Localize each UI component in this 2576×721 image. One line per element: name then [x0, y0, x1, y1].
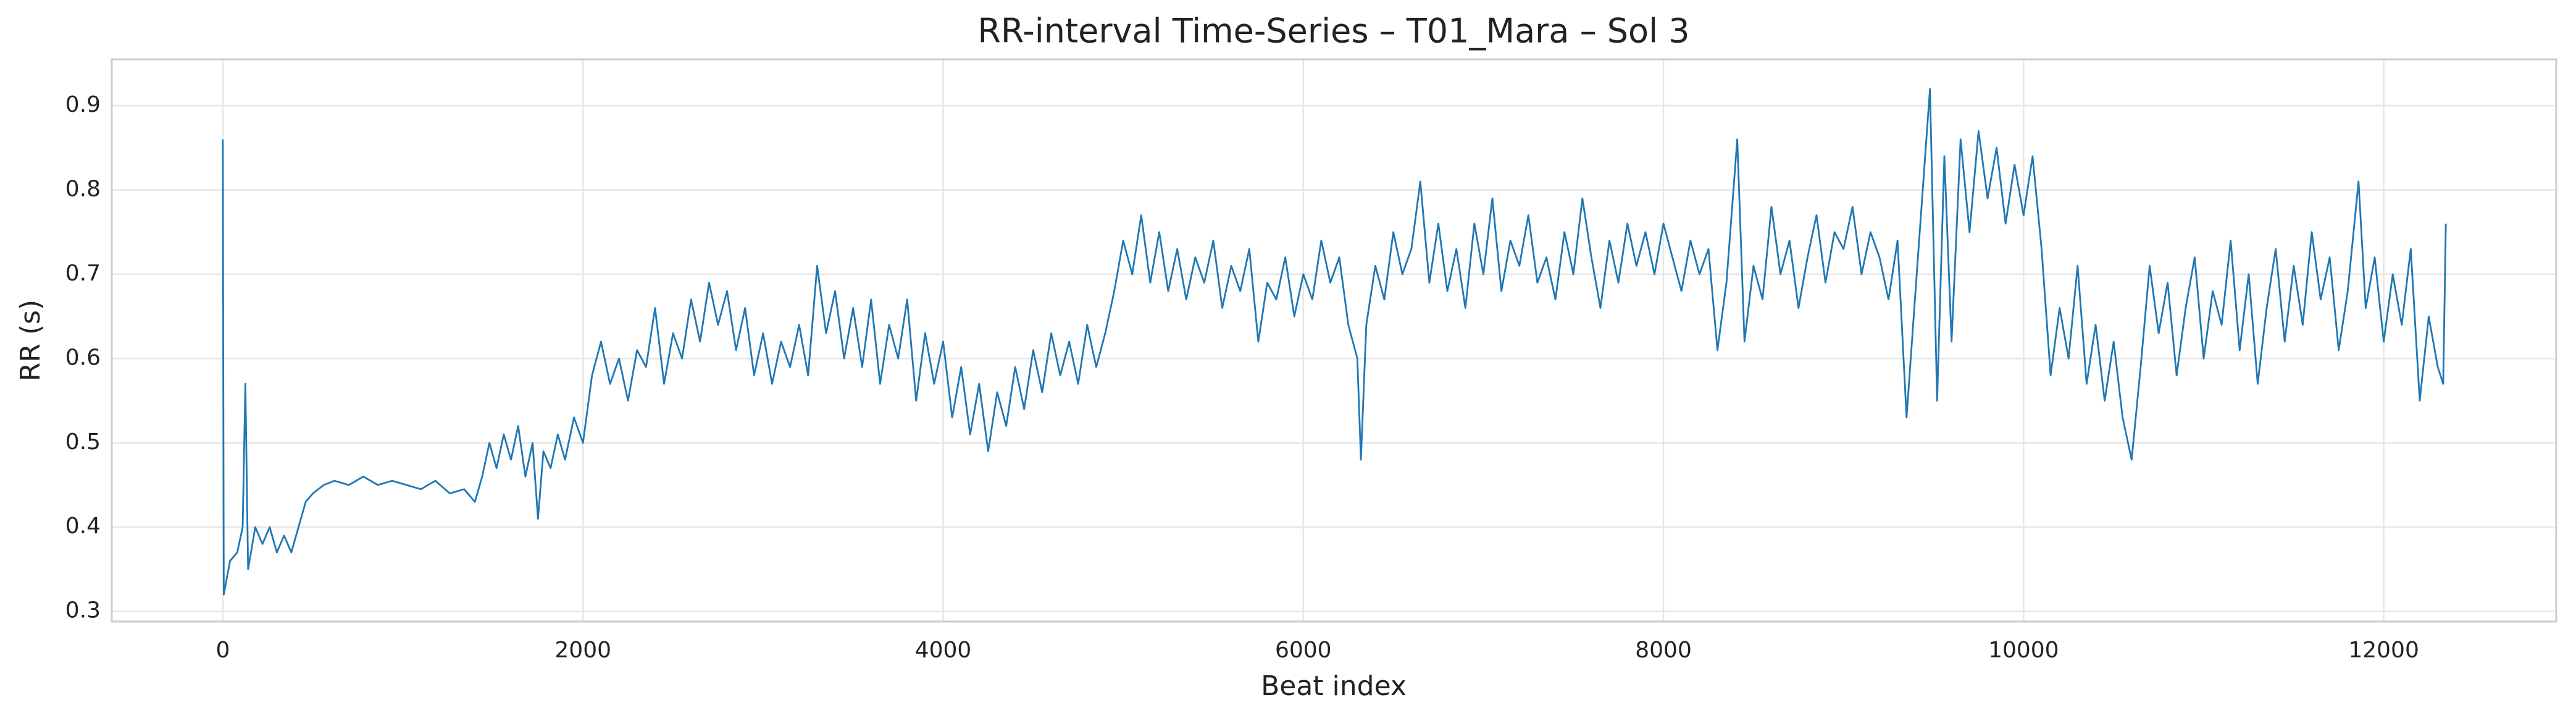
x-tick-label: 4000	[915, 638, 972, 663]
x-axis-label: Beat index	[1261, 670, 1407, 702]
y-tick-label: 0.6	[65, 345, 101, 370]
y-tick-label: 0.5	[65, 429, 101, 455]
x-tick-label: 12000	[2348, 638, 2419, 663]
rr-line	[222, 88, 2447, 596]
x-tick-label: 8000	[1635, 638, 1692, 663]
x-tick-label: 10000	[1988, 638, 2059, 663]
y-tick-label: 0.3	[65, 598, 101, 623]
x-tick-label: 0	[215, 638, 230, 663]
y-tick-label: 0.4	[65, 513, 101, 539]
x-tick-label: 2000	[554, 638, 611, 663]
y-tick-label: 0.9	[65, 92, 101, 117]
y-tick-label: 0.7	[65, 261, 101, 286]
x-tick-label: 6000	[1275, 638, 1332, 663]
y-tick-label: 0.8	[65, 176, 101, 201]
y-axis-label: RR (s)	[15, 300, 46, 381]
plot-frame	[111, 58, 2557, 623]
chart-title: RR-interval Time-Series – T01_Mara – Sol…	[977, 12, 1689, 51]
